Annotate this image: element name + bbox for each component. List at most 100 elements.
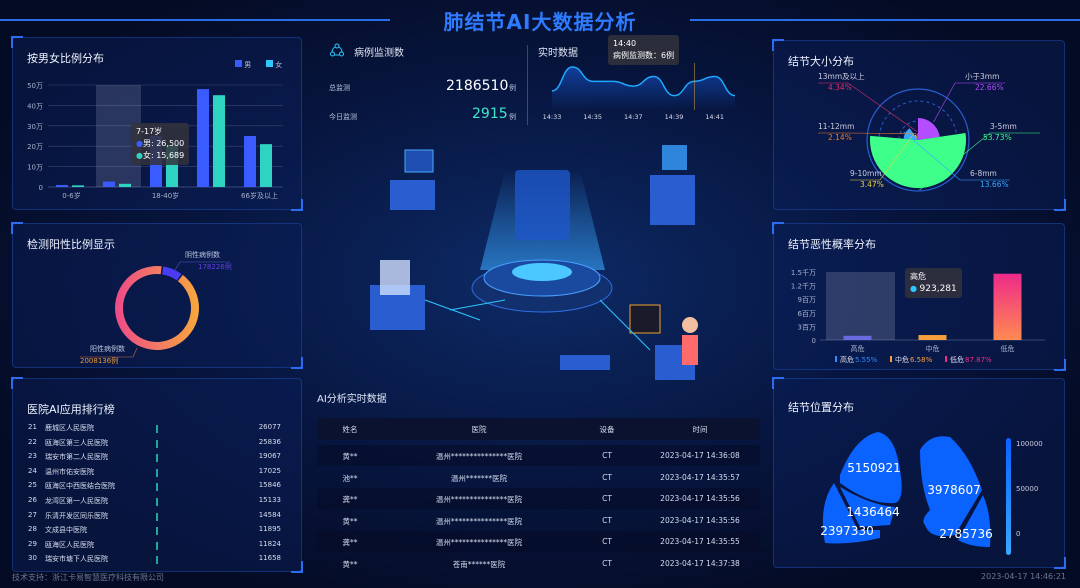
legend-marker [945, 356, 947, 362]
ranking-value: 26077 [258, 423, 281, 431]
ranking-row[interactable]: 24 温州市佑安医院 17025 [20, 467, 285, 481]
ranking-value: 25836 [258, 437, 281, 446]
col-hospital[interactable]: 医院 [471, 425, 487, 434]
legend-marker [835, 356, 837, 362]
ranking-bar [156, 527, 158, 536]
ranking-value: 15846 [258, 481, 281, 490]
panel-title: 检测阳性比例显示 [27, 238, 115, 251]
lung-map: 5150921 1436464 2397330 3978607 2785736 … [820, 432, 1043, 555]
time-cell: 2023-04-17 14:35:55 [660, 537, 740, 547]
header-line-left [0, 19, 390, 21]
x-tick-label: 14:33 [543, 113, 562, 121]
lung-right-lower [822, 483, 880, 544]
device-cell: CT [602, 537, 612, 547]
rank: 30 [28, 554, 37, 563]
malignancy-tooltip: 高危 ● 923,281 [905, 268, 962, 298]
lung-left-upper [920, 436, 982, 537]
col-device[interactable]: 设备 [599, 425, 615, 434]
value-right-middle: 1436464 [846, 505, 899, 519]
ranking-row[interactable]: 29 瓯海区人民医院 11824 [20, 540, 285, 554]
ranking-row[interactable]: 25 瓯海区中西医结合医院 15846 [20, 481, 285, 495]
table-row[interactable]: 龚** 温州***************医院 CT 2023-04-17 14:35… [317, 531, 760, 553]
rose-slice [916, 135, 918, 140]
today-value: 2915 [472, 106, 508, 122]
ranking-bar [156, 483, 158, 492]
hospital-name: 乐清开发区同乐医院 [45, 511, 108, 520]
legend-female[interactable]: 女 [266, 60, 282, 70]
ranking-row[interactable]: 27 乐清开发区同乐医院 14584 [20, 511, 285, 525]
share-icon [330, 43, 344, 57]
today-label: 今日监测 [329, 113, 357, 121]
ranking-row[interactable]: 23 瑞安市第二人民医院 19067 [20, 452, 285, 466]
rank: 29 [28, 539, 37, 548]
footer-datetime: 2023-04-17 14:46:21 [981, 572, 1066, 581]
ranking-value: 11824 [258, 539, 281, 548]
table-row[interactable]: 黄** 苍南******医院 CT 2023-04-17 14:37:38 [317, 553, 760, 574]
label-line [80, 347, 138, 358]
time-cell: 2023-04-17 14:35:57 [660, 472, 740, 482]
col-name[interactable]: 姓名 [342, 425, 358, 434]
time-cell: 2023-04-17 14:35:56 [660, 515, 740, 525]
hospital-cell: 温州***************医院 [435, 538, 523, 548]
legend-pct: 5.55% [855, 356, 878, 364]
monitor-title: 病例监测数 [354, 48, 404, 59]
patient-name-cell: 黄** [342, 452, 358, 461]
col-time[interactable]: 时间 [692, 425, 708, 434]
ranking-row[interactable]: 28 文成县中医院 11895 [20, 525, 285, 539]
legend-pct: 6.58% [910, 356, 933, 364]
y-tick-label: 30万 [27, 123, 43, 131]
rank: 21 [28, 423, 37, 431]
ranking-bar [156, 454, 158, 463]
rose-slice [903, 128, 918, 140]
bar-male [244, 136, 256, 187]
x-tick-label: 14:39 [665, 113, 684, 121]
lung-left-lower [958, 495, 991, 547]
patient-name-cell: 龚** [342, 495, 358, 505]
series-line [551, 66, 736, 97]
device-cell: CT [602, 472, 612, 482]
y-tick-label: 40万 [27, 102, 43, 110]
slice-value: 53.73% [983, 133, 1012, 142]
x-tick-label: 0-6岁 [62, 191, 80, 200]
table-row[interactable]: 池** 温州*******医院 CT 2023-04-17 14:35:57 [317, 467, 760, 488]
panel-title: 结节恶性概率分布 [788, 238, 876, 251]
page-title: 肺结节AI大数据分析 [443, 10, 637, 34]
value-right-upper: 5150921 [847, 461, 900, 475]
data-center-illustration [370, 145, 698, 380]
legend-pct: 87.87% [965, 356, 992, 364]
color-scale-bar[interactable] [1006, 438, 1011, 555]
ranking-row[interactable]: 26 龙湾区第一人民医院 15133 [20, 496, 285, 510]
table-row[interactable]: 龚** 温州***************医院 CT 2023-04-17 14:35… [317, 488, 760, 510]
divider [527, 45, 528, 125]
positive-donut-chart [80, 261, 230, 358]
hospital-cell: 苍南******医院 [452, 560, 506, 569]
y-tick-label: 20万 [27, 143, 43, 151]
table-row[interactable]: 黄** 温州***************医院 CT 2023-04-17 14:35… [317, 510, 760, 531]
hospital-name: 瓯海区中西医结合医院 [45, 482, 115, 491]
ranking-value: 15133 [258, 496, 281, 504]
ranking-row[interactable]: 30 瑞安市塘下人民医院 11658 [20, 554, 285, 568]
label-line [818, 132, 916, 134]
ranking-row[interactable]: 21 鹿城区人民医院 26077 [20, 423, 285, 437]
scale-min: 0 [1016, 530, 1020, 538]
bar-female [119, 183, 131, 187]
label-line [174, 261, 230, 271]
patient-name-cell: 黄** [342, 560, 358, 569]
x-tick-label: 中危 [926, 344, 940, 353]
value-right-lower: 2397330 [820, 524, 873, 538]
legend-male[interactable]: 男 [235, 60, 251, 70]
hospital-name: 龙湾区第一人民医院 [45, 497, 108, 505]
x-tick-label: 高危 [851, 344, 865, 353]
time-cell: 2023-04-17 14:36:08 [660, 451, 740, 460]
ranking-row[interactable]: 22 瓯海区第三人民医院 25836 [20, 438, 285, 452]
label-line [818, 82, 917, 132]
positive-value: 2008136例 [80, 357, 119, 365]
table-row[interactable]: 黄** 温州***************医院 CT 2023-04-17 14:36… [317, 445, 760, 466]
ranking-bar [156, 498, 158, 506]
lung-right-middle [840, 487, 895, 527]
ranking-bar [156, 512, 158, 521]
x-tick-label: 14:35 [583, 113, 602, 121]
hospital-name: 瓯海区第三人民医院 [45, 438, 108, 447]
slice-value: 22.66% [975, 83, 1004, 92]
